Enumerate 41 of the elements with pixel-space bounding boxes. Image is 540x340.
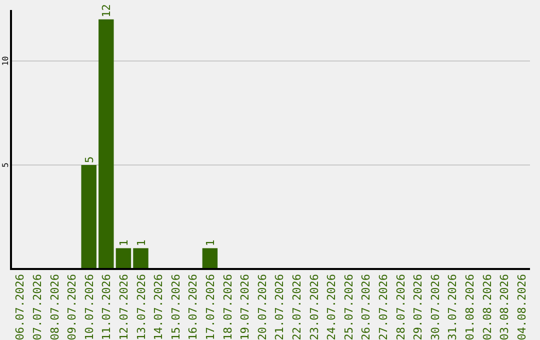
x-tick-label: 19.07.2026 xyxy=(238,274,252,340)
data-label: 1 xyxy=(204,240,217,246)
x-tick-label: 13.07.2026 xyxy=(134,274,148,340)
bar xyxy=(116,248,132,269)
x-tick-label: 08.07.2026 xyxy=(48,274,62,340)
x-tick-label: 20.07.2026 xyxy=(256,274,269,340)
bar xyxy=(81,164,96,269)
x-tick-label: 26.07.2026 xyxy=(360,274,373,340)
x-tick-label: 16.07.2026 xyxy=(186,274,200,340)
bar xyxy=(98,19,114,269)
x-tick-label: 09.07.2026 xyxy=(66,274,79,340)
x-tick-label: 07.07.2026 xyxy=(30,274,44,340)
x-tick-label: 29.07.2026 xyxy=(412,274,425,340)
x-tick-label: 30.07.2026 xyxy=(428,274,442,340)
x-tick-label: 28.07.2026 xyxy=(394,274,408,340)
x-tick-label: 27.07.2026 xyxy=(376,274,390,340)
x-tick-label: 10.07.2026 xyxy=(82,274,96,340)
data-label: 1 xyxy=(134,240,148,246)
x-tick-label: 01.08.2026 xyxy=(463,274,476,340)
x-tick-label: 02.08.2026 xyxy=(480,274,494,340)
x-tick-label: 18.07.2026 xyxy=(221,274,234,340)
x-tick-label: 14.07.2026 xyxy=(152,274,166,340)
x-tick-label: 21.07.2026 xyxy=(273,274,286,340)
bar xyxy=(133,248,148,269)
x-tick-label: 11.07.2026 xyxy=(100,274,114,340)
x-tick-label: 12.07.2026 xyxy=(117,274,130,340)
x-tick-label: 17.07.2026 xyxy=(204,274,217,340)
x-tick-label: 06.07.2026 xyxy=(14,274,27,340)
x-tick-label: 31.07.2026 xyxy=(446,274,460,340)
x-tick-label: 15.07.2026 xyxy=(169,274,182,340)
x-tick-label: 22.07.2026 xyxy=(290,274,304,340)
x-tick-label: 04.08.2026 xyxy=(515,274,528,340)
bar xyxy=(202,248,218,269)
x-tick-label: 03.08.2026 xyxy=(498,274,512,340)
x-tick-label: 25.07.2026 xyxy=(342,274,356,340)
x-tick-label: 23.07.2026 xyxy=(308,274,321,340)
data-label: 5 xyxy=(82,156,96,163)
data-label: 1 xyxy=(117,240,130,246)
data-label: 12 xyxy=(100,4,114,18)
y-tick-label: 10 xyxy=(1,56,10,66)
x-tick-label: 24.07.2026 xyxy=(325,274,338,340)
